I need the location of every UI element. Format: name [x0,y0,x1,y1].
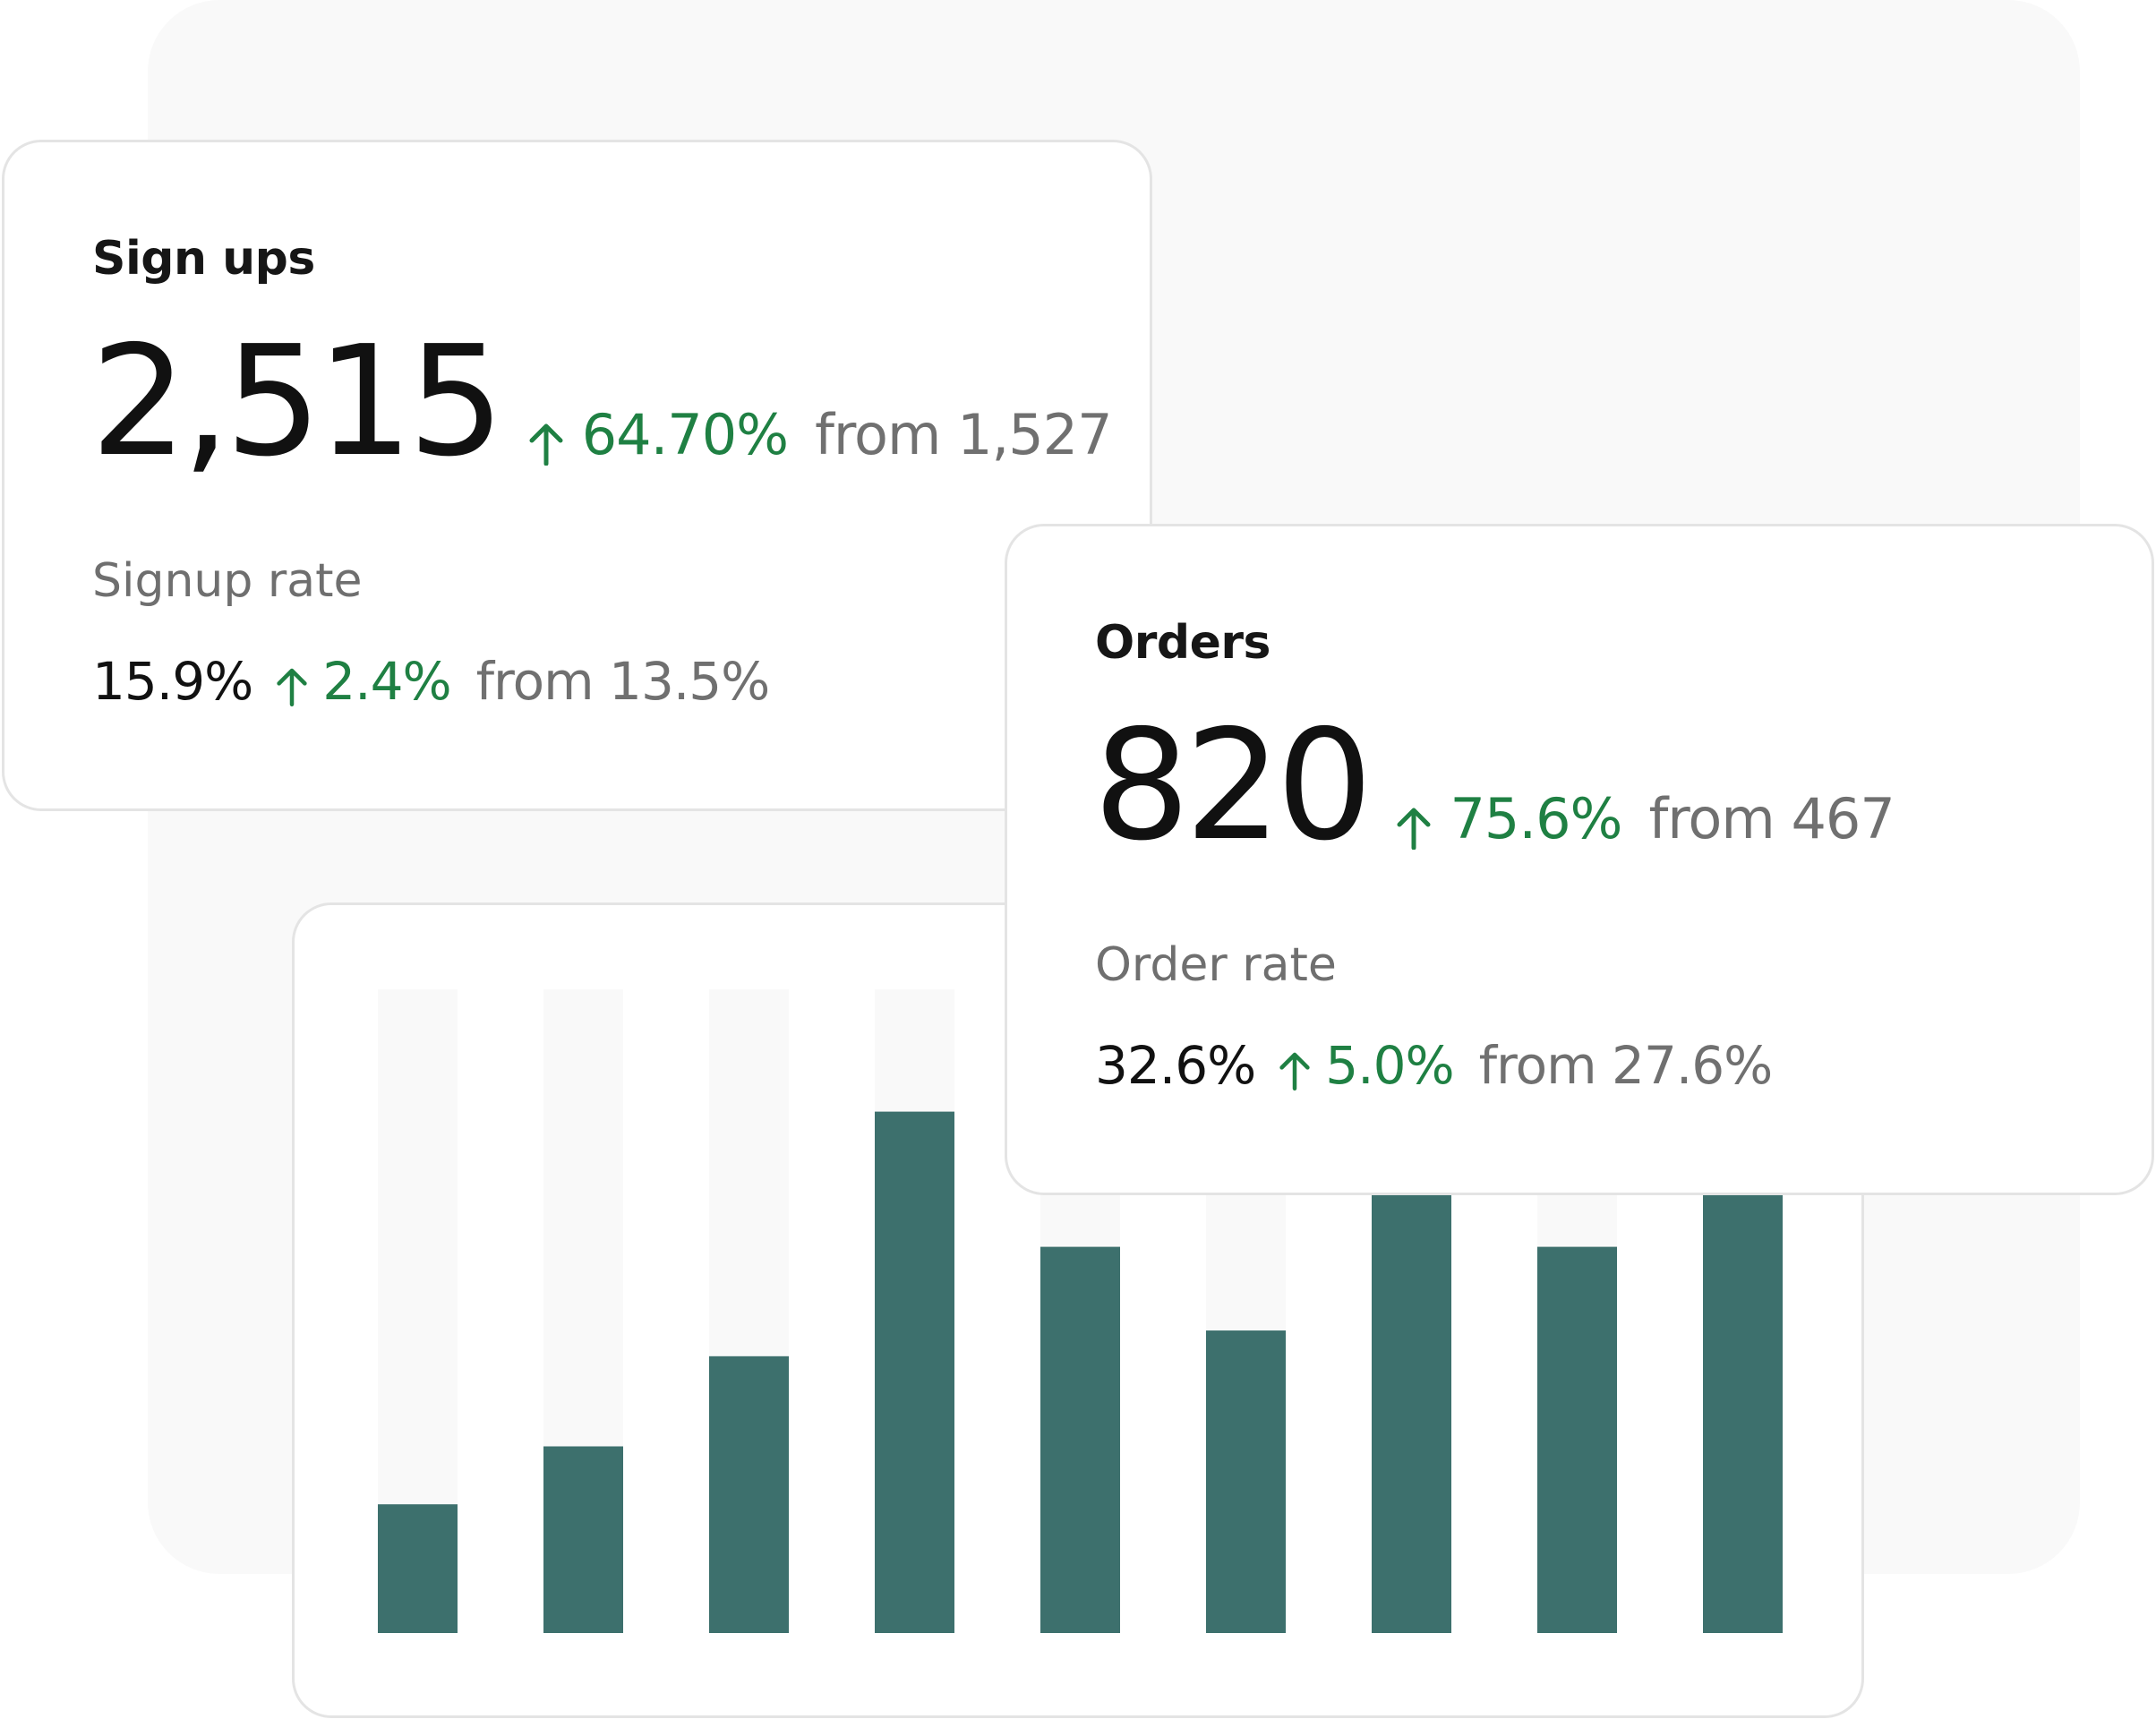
bar-1 [378,1504,458,1633]
orders-title: Orders [1095,616,1270,670]
order-rate-delta-value: 5.0% [1325,1035,1454,1096]
orders-value: 820 [1093,697,1373,875]
signups-metric-row: 2,515 64.70% from 1,527 [90,313,1113,491]
order-rate-delta: 5.0% [1279,1035,1455,1096]
arrow-up-icon [1397,808,1431,850]
bar-5 [1040,1246,1120,1633]
bar-8 [1537,1246,1617,1633]
orders-metric-row: 820 75.6% from 467 [1093,710,1895,862]
bar-2 [543,1446,623,1633]
order-rate-from: from 27.6% [1478,1035,1774,1096]
orders-card: Orders 820 75.6% from 467 Order rate 32.… [1005,524,2154,1195]
signup-rate-from: from 13.5% [475,651,771,712]
bar-6 [1206,1330,1286,1633]
signups-delta-value: 64.70% [581,402,789,467]
bar-9 [1703,1182,1783,1633]
signup-rate-delta-value: 2.4% [322,651,451,712]
signup-rate-row: 15.9% 2.4% from 13.5% [92,651,771,712]
orders-delta-value: 75.6% [1450,786,1622,851]
bar-4 [875,1111,954,1633]
arrow-up-icon [529,423,563,466]
bar-3 [709,1356,789,1633]
orders-from: from 467 [1648,786,1895,851]
arrow-up-icon [1279,1052,1310,1090]
order-rate-row: 32.6% 5.0% from 27.6% [1095,1035,1774,1096]
signups-title: Sign ups [92,232,315,286]
signups-value: 2,515 [90,313,505,491]
signup-rate-delta: 2.4% [276,651,452,712]
signup-rate-label: Signup rate [92,554,363,608]
bar-7 [1372,1182,1451,1633]
order-rate-value: 32.6% [1095,1035,1256,1096]
orders-delta: 75.6% [1396,786,1622,851]
signup-rate-value: 15.9% [92,651,253,712]
order-rate-label: Order rate [1095,938,1337,992]
arrow-up-icon [277,668,307,706]
signups-from: from 1,527 [815,402,1112,467]
signups-card: Sign ups 2,515 64.70% from 1,527 Signup … [2,140,1152,811]
signups-delta: 64.70% [528,402,789,467]
